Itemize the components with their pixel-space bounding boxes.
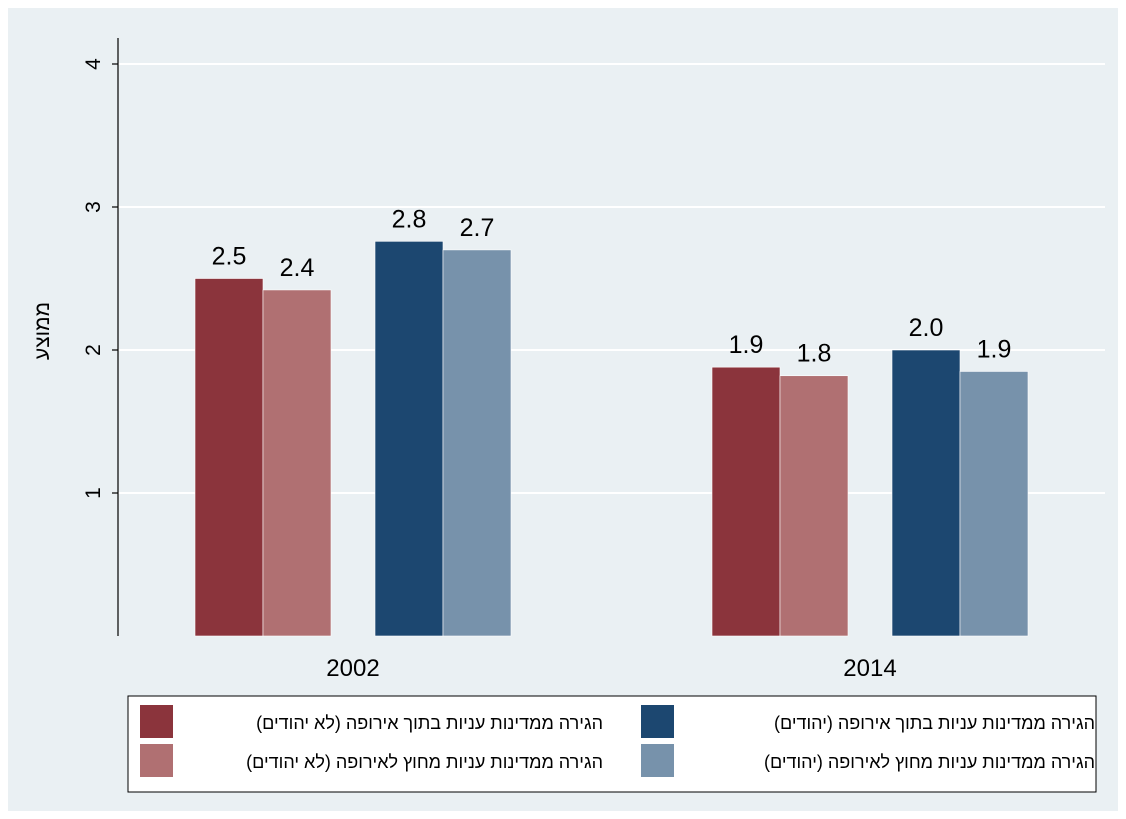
y-tick-label: 4 bbox=[82, 58, 105, 70]
x-axis-categories: 2002 2014 bbox=[326, 655, 896, 682]
y-axis: 1 2 3 4 bbox=[82, 38, 119, 636]
bar bbox=[194, 278, 264, 637]
data-label: 1.9 bbox=[977, 335, 1012, 363]
legend-swatch bbox=[641, 705, 674, 738]
legend-swatch bbox=[140, 744, 173, 777]
y-tick-label: 2 bbox=[82, 344, 105, 356]
chart-area: 1 2 3 4 2.5 2.4 2.8 2.7 1.9 1.8 2.0 1.9 2002 2014 מ… bbox=[8, 8, 1118, 811]
x-category-label: 2002 bbox=[326, 655, 379, 682]
legend: הגירה ממדינות עניות בתוך אירופה (לא יהוד… bbox=[127, 695, 1097, 793]
y-tick-label: 3 bbox=[82, 201, 105, 213]
legend-box bbox=[127, 695, 1097, 793]
y-tick-label: 1 bbox=[82, 487, 105, 499]
legend-label: הגירה ממדינות עניות בתוך אירופה (יהודים) bbox=[774, 713, 1095, 733]
legend-swatch bbox=[641, 744, 674, 777]
data-label: 2.4 bbox=[280, 254, 315, 282]
data-labels: 2.5 2.4 2.8 2.7 1.9 1.8 2.0 1.9 bbox=[212, 205, 1012, 367]
bar bbox=[891, 349, 961, 637]
bar bbox=[442, 249, 512, 637]
bars bbox=[194, 241, 1029, 637]
data-label: 1.8 bbox=[797, 340, 832, 368]
bar-chart: 1 2 3 4 2.5 2.4 2.8 2.7 1.9 1.8 2.0 1.9 2002 2014 מ… bbox=[31, 38, 1105, 793]
bar bbox=[374, 241, 444, 637]
x-category-label: 2014 bbox=[843, 655, 896, 682]
data-label: 2.5 bbox=[212, 243, 247, 271]
bar bbox=[711, 366, 781, 637]
legend-label: הגירה ממדינות עניות בתוך אירופה (לא יהוד… bbox=[256, 713, 603, 733]
legend-swatch bbox=[140, 705, 173, 738]
data-label: 1.9 bbox=[729, 331, 764, 359]
y-axis-label: ממוצע bbox=[31, 302, 54, 360]
data-label: 2.0 bbox=[909, 314, 944, 342]
data-label: 2.7 bbox=[460, 214, 495, 242]
bar bbox=[779, 375, 849, 637]
legend-label: הגירה ממדינות עניות מחוץ לאירופה (לא יהו… bbox=[246, 752, 603, 772]
legend-label: הגירה ממדינות עניות מחוץ לאירופה (יהודים… bbox=[764, 752, 1095, 772]
bar bbox=[262, 289, 332, 637]
data-label: 2.8 bbox=[392, 205, 427, 233]
bar bbox=[959, 371, 1029, 637]
